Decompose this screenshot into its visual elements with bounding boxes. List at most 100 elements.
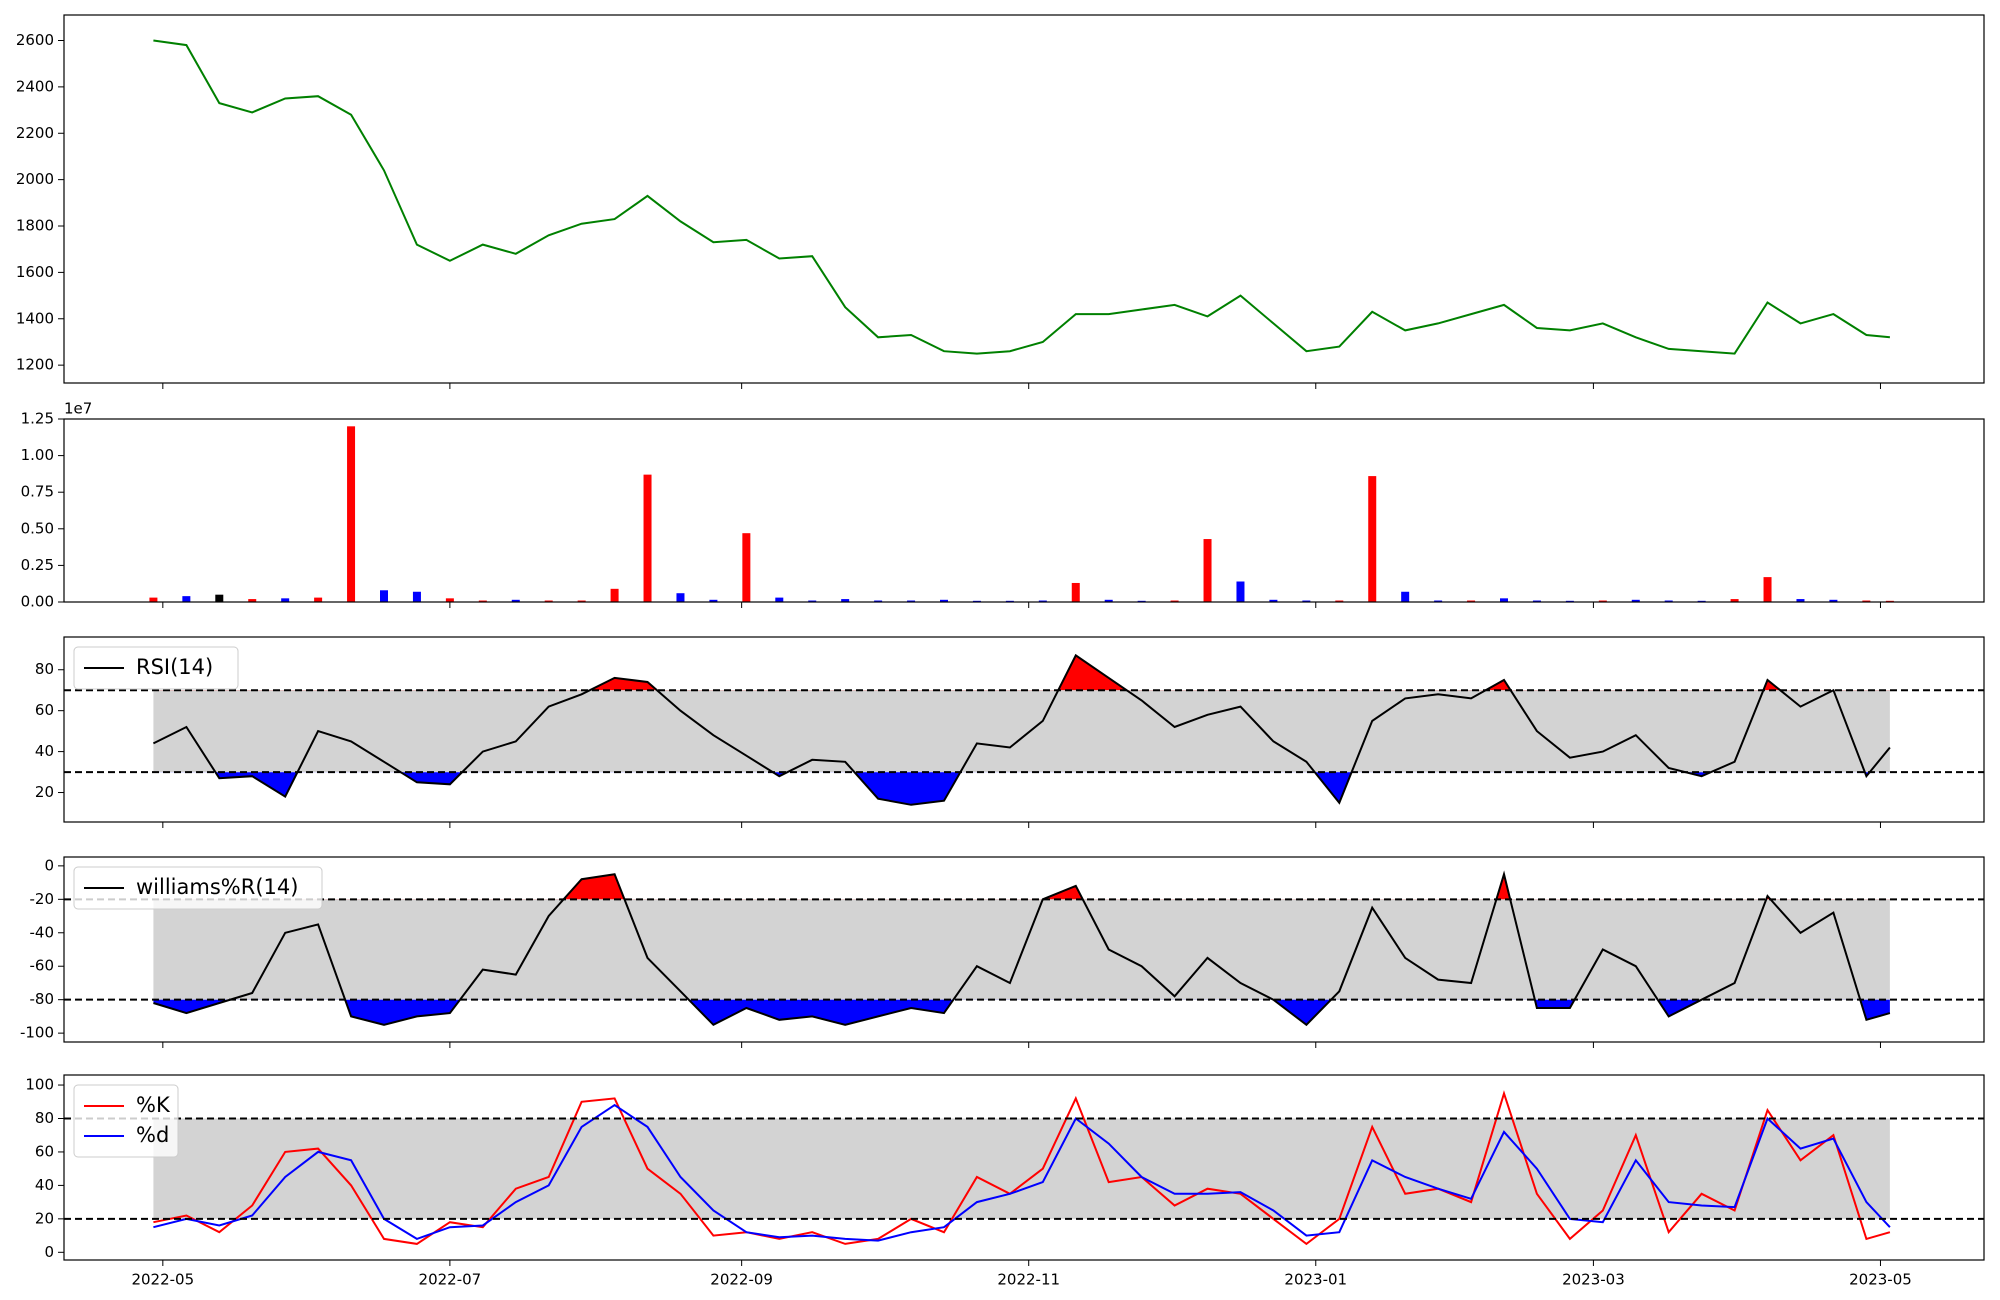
y-tick-label: 1400 xyxy=(16,309,54,327)
y-tick-label: 80 xyxy=(35,1109,54,1127)
bar xyxy=(1335,600,1344,602)
bar xyxy=(1664,600,1673,602)
bar xyxy=(1467,600,1476,602)
line xyxy=(153,870,1891,1027)
y-tick-label: 0.50 xyxy=(21,519,54,537)
bar xyxy=(182,596,191,602)
bar xyxy=(841,599,850,602)
axes-frame xyxy=(63,636,1985,823)
bar xyxy=(1532,600,1541,602)
threshold-band xyxy=(153,899,1890,1000)
y-tick-label: 40 xyxy=(35,742,54,760)
axes-frame xyxy=(63,1074,1985,1261)
bar xyxy=(478,600,487,602)
bar xyxy=(544,600,553,602)
x-tick-label: 2023-03 xyxy=(1562,1271,1625,1289)
y-tick-label: 100 xyxy=(25,1076,54,1094)
x-tick-label: 2022-11 xyxy=(997,1271,1060,1289)
bar xyxy=(248,599,257,602)
y-tick-label: 0.00 xyxy=(21,593,54,611)
line xyxy=(153,1103,1891,1242)
bar xyxy=(808,600,817,602)
axes-frame xyxy=(63,856,1985,1043)
line xyxy=(153,39,1890,355)
y-tick-label: 0.25 xyxy=(21,556,54,574)
bar xyxy=(775,597,784,602)
y-tick-label: 60 xyxy=(35,701,54,719)
bar xyxy=(1500,598,1508,602)
y-tick-label: -20 xyxy=(30,890,55,908)
bar xyxy=(1796,599,1805,602)
bar xyxy=(1236,581,1245,602)
bar xyxy=(1038,600,1047,602)
line xyxy=(153,1090,1891,1246)
bar xyxy=(874,600,883,602)
bar xyxy=(643,474,652,602)
y-tick-label: 2400 xyxy=(16,77,54,95)
bar xyxy=(1401,591,1410,602)
bar xyxy=(1269,599,1278,602)
bar xyxy=(1302,600,1311,602)
x-tick-label: 2022-09 xyxy=(710,1271,773,1289)
bar xyxy=(1598,600,1607,602)
x-tick-label: 2022-07 xyxy=(419,1271,482,1289)
bar xyxy=(1862,600,1871,602)
y-tick-label: 2000 xyxy=(16,170,54,188)
legend-label: RSI(14) xyxy=(136,655,213,679)
y-tick-label: 20 xyxy=(35,783,54,801)
y-tick-label: 2600 xyxy=(16,31,54,49)
legend-label: %d xyxy=(136,1123,169,1147)
bar xyxy=(445,598,454,602)
threshold-band xyxy=(153,1118,1890,1219)
bar xyxy=(1203,539,1212,602)
bar xyxy=(940,599,948,602)
y-tick-label: -80 xyxy=(30,990,55,1008)
line xyxy=(152,653,1891,806)
bar xyxy=(281,598,290,602)
bar xyxy=(347,426,356,602)
x-tick-label: 2023-05 xyxy=(1849,1271,1912,1289)
y-tick-label: 1600 xyxy=(16,263,54,281)
y-tick-label: 1200 xyxy=(16,356,54,374)
axes-frame xyxy=(63,14,1985,384)
x-tick-label: 2023-01 xyxy=(1284,1271,1347,1289)
y-tick-label: 0 xyxy=(44,856,54,874)
bar xyxy=(511,599,520,602)
bar xyxy=(1730,599,1739,602)
bar xyxy=(676,593,685,602)
legend-box xyxy=(73,866,323,910)
y-tick-label: 1.25 xyxy=(21,410,54,428)
legend-label: williams%R(14) xyxy=(136,875,298,899)
y-tick-label: -60 xyxy=(30,957,55,975)
bar xyxy=(742,533,751,602)
bar xyxy=(610,588,619,602)
bar xyxy=(1631,599,1640,602)
y-tick-label: 80 xyxy=(35,660,54,678)
legend-label: %K xyxy=(136,1093,171,1117)
y-tick-label: 0.75 xyxy=(21,483,54,501)
bar xyxy=(380,590,388,602)
y-tick-label: 60 xyxy=(35,1142,54,1160)
bar xyxy=(149,597,158,602)
bar xyxy=(412,591,421,602)
bar xyxy=(1763,577,1772,602)
offset-label: 1e7 xyxy=(64,400,92,418)
x-tick-label: 2022-05 xyxy=(131,1271,194,1289)
threshold-band xyxy=(153,690,1890,773)
y-tick-label: -100 xyxy=(20,1024,54,1042)
legend-box xyxy=(73,646,239,690)
bar xyxy=(577,600,586,602)
legend-box xyxy=(73,1084,179,1158)
y-tick-label: 20 xyxy=(35,1209,54,1227)
bar xyxy=(314,597,323,602)
y-tick-label: -40 xyxy=(30,923,55,941)
bar xyxy=(1104,599,1113,602)
y-tick-label: 40 xyxy=(35,1176,54,1194)
y-tick-label: 1.00 xyxy=(21,446,54,464)
bar xyxy=(709,599,718,602)
bar xyxy=(1434,600,1443,602)
bar xyxy=(1170,600,1179,602)
y-tick-label: 1800 xyxy=(16,217,54,235)
bar xyxy=(215,594,224,602)
